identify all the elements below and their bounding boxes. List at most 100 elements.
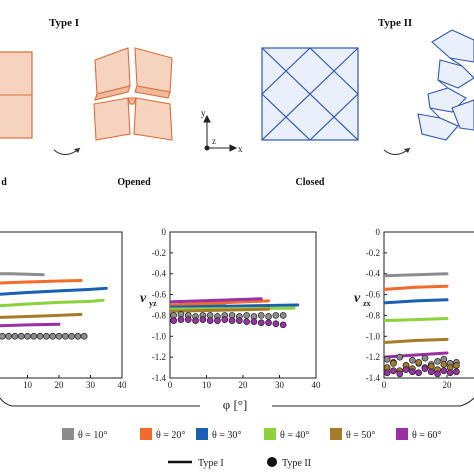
y-axis-label-subscript: yz (149, 299, 157, 308)
y-axis-label: ν (354, 291, 361, 306)
series-line (0, 278, 83, 285)
series-point (384, 355, 391, 363)
type2-opened-drawing (417, 29, 474, 141)
series-point (177, 316, 185, 323)
series-point (272, 320, 280, 328)
series-point (24, 332, 31, 340)
series-point (390, 367, 397, 375)
x-tick-label: 20 (55, 380, 65, 390)
y-tick-label: -0.6 (152, 290, 167, 300)
series-point (434, 370, 441, 378)
legend-label: θ = 40° (280, 430, 309, 441)
legend-label: θ = 60° (412, 430, 441, 441)
series-point (43, 332, 50, 340)
series-point (257, 319, 265, 327)
y-tick-label: -1.4 (366, 373, 381, 383)
series-point (228, 317, 236, 324)
series-point (61, 332, 69, 340)
arrowhead-2 (404, 148, 410, 153)
legend-swatch (140, 428, 152, 440)
series-point (434, 357, 441, 365)
series-line (0, 312, 83, 319)
axis-x-label: x (238, 144, 243, 154)
series-point (453, 362, 460, 369)
y-tick-label: -0.8 (152, 310, 167, 320)
y-tick-label: -1.4 (152, 373, 167, 383)
x-tick-label: 40 (118, 380, 128, 390)
legend-label: θ = 20° (156, 430, 185, 441)
series-point (440, 361, 448, 368)
type2-closed-caption: Closed (296, 177, 325, 188)
x-tick-label: 0 (168, 380, 173, 390)
shared-x-bracket-right (272, 397, 474, 407)
series-point (279, 321, 287, 329)
y-tick-label: -0.2 (152, 248, 166, 258)
type1-opened-drawing (93, 47, 173, 141)
legend-label: θ = 30° (212, 430, 241, 441)
series-line (0, 272, 45, 277)
plot-area (384, 272, 460, 378)
series-point (446, 369, 454, 377)
series-point (409, 368, 416, 376)
shared-x-bracket-left (0, 397, 200, 407)
series-line (0, 298, 105, 308)
series-point (68, 332, 75, 340)
legend-swatch (396, 428, 408, 440)
series-point (415, 369, 422, 377)
series-point (243, 312, 250, 319)
series-line (170, 303, 300, 309)
legend-swatch (62, 428, 74, 440)
series-point (427, 368, 435, 376)
series-line (0, 322, 61, 328)
series-point (396, 353, 404, 361)
y-tick-label: 0 (376, 227, 381, 237)
series-point (5, 332, 12, 340)
series-line (384, 284, 449, 291)
type2-header: Type II (378, 17, 412, 29)
type1-opened-caption: Opened (117, 177, 151, 188)
series-point (36, 332, 44, 340)
legend-swatch (196, 428, 208, 440)
x-tick-label: 30 (86, 380, 96, 390)
plot-area (0, 272, 108, 340)
x-tick-label: 10 (202, 380, 212, 390)
type1-header: Type I (49, 17, 79, 29)
y-tick-label: -0.2 (366, 248, 380, 258)
series-point (0, 332, 6, 340)
x-tick-label: 0 (382, 380, 387, 390)
series-point (415, 359, 422, 366)
y-axis-label-subscript: zx (363, 299, 371, 308)
legend-swatch (330, 428, 342, 440)
series-point (17, 332, 25, 340)
legend-label-type1: Type I (198, 458, 224, 469)
series-line (384, 317, 449, 323)
series-point (257, 312, 265, 319)
plot-area (170, 297, 300, 329)
y-tick-label: -0.4 (366, 269, 381, 279)
series-line (170, 299, 271, 307)
y-tick-label: -1.0 (366, 331, 381, 341)
legend-label: θ = 50° (346, 430, 375, 441)
series-point (74, 332, 82, 340)
legend-type: Type I Type II (168, 457, 311, 469)
x-tick-label: 10 (23, 380, 33, 390)
series-point (421, 354, 429, 362)
series-point (250, 318, 258, 326)
legend-swatch (264, 428, 276, 440)
series-point (279, 312, 287, 319)
series-point (199, 316, 207, 323)
axis-z-label: z (212, 136, 216, 146)
type2-closed-drawing (261, 47, 359, 141)
series-point (272, 312, 280, 319)
series-point (390, 360, 397, 367)
series-line (384, 272, 449, 278)
legend-label: θ = 10° (78, 430, 107, 441)
shared-xlabel: φ [°] (223, 397, 248, 412)
series-point (49, 332, 57, 340)
y-tick-label: -0.4 (152, 269, 167, 279)
series-point (402, 366, 410, 374)
series-point (396, 370, 404, 378)
y-tick-label: -1.2 (152, 352, 166, 362)
series-point (192, 317, 199, 324)
